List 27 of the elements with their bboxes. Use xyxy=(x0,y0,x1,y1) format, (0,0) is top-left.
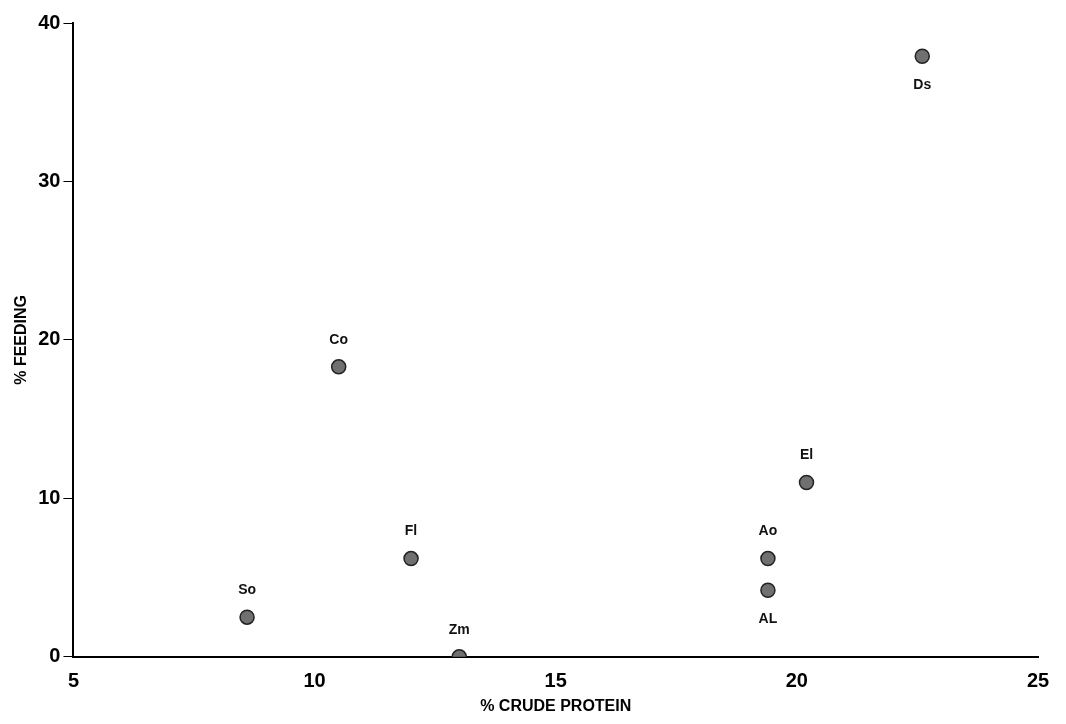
point xyxy=(760,550,776,567)
x-tick-label: 20 xyxy=(785,669,808,692)
x-tick-label: 25 xyxy=(1026,669,1050,692)
x-axis-title: % CRUDE PROTEIN xyxy=(480,696,632,714)
point xyxy=(330,359,347,375)
annotation: Ds xyxy=(913,76,932,93)
point xyxy=(798,474,815,491)
annotation: Co xyxy=(329,330,349,347)
y-tick-label: 0 xyxy=(49,644,61,667)
x-tick-label: 10 xyxy=(303,669,326,692)
annotation: Ao xyxy=(758,522,778,539)
y-tick-label: 30 xyxy=(38,168,61,191)
annotation: AL xyxy=(758,610,778,627)
point xyxy=(403,550,419,567)
x-tick-label: 15 xyxy=(544,669,567,692)
point xyxy=(239,609,255,625)
annotation: Fl xyxy=(404,522,418,539)
annotation: Zm xyxy=(448,620,470,637)
y-tick-label: 20 xyxy=(38,327,61,350)
point xyxy=(914,48,930,65)
y-tick-label: 40 xyxy=(38,10,61,33)
point xyxy=(760,582,776,598)
annotation: So xyxy=(238,581,257,598)
y-tick-label: 10 xyxy=(38,485,61,508)
y-axis-title: % FEEDING xyxy=(12,295,30,385)
annotation: El xyxy=(799,446,814,463)
x-tick-label: 5 xyxy=(67,669,80,692)
